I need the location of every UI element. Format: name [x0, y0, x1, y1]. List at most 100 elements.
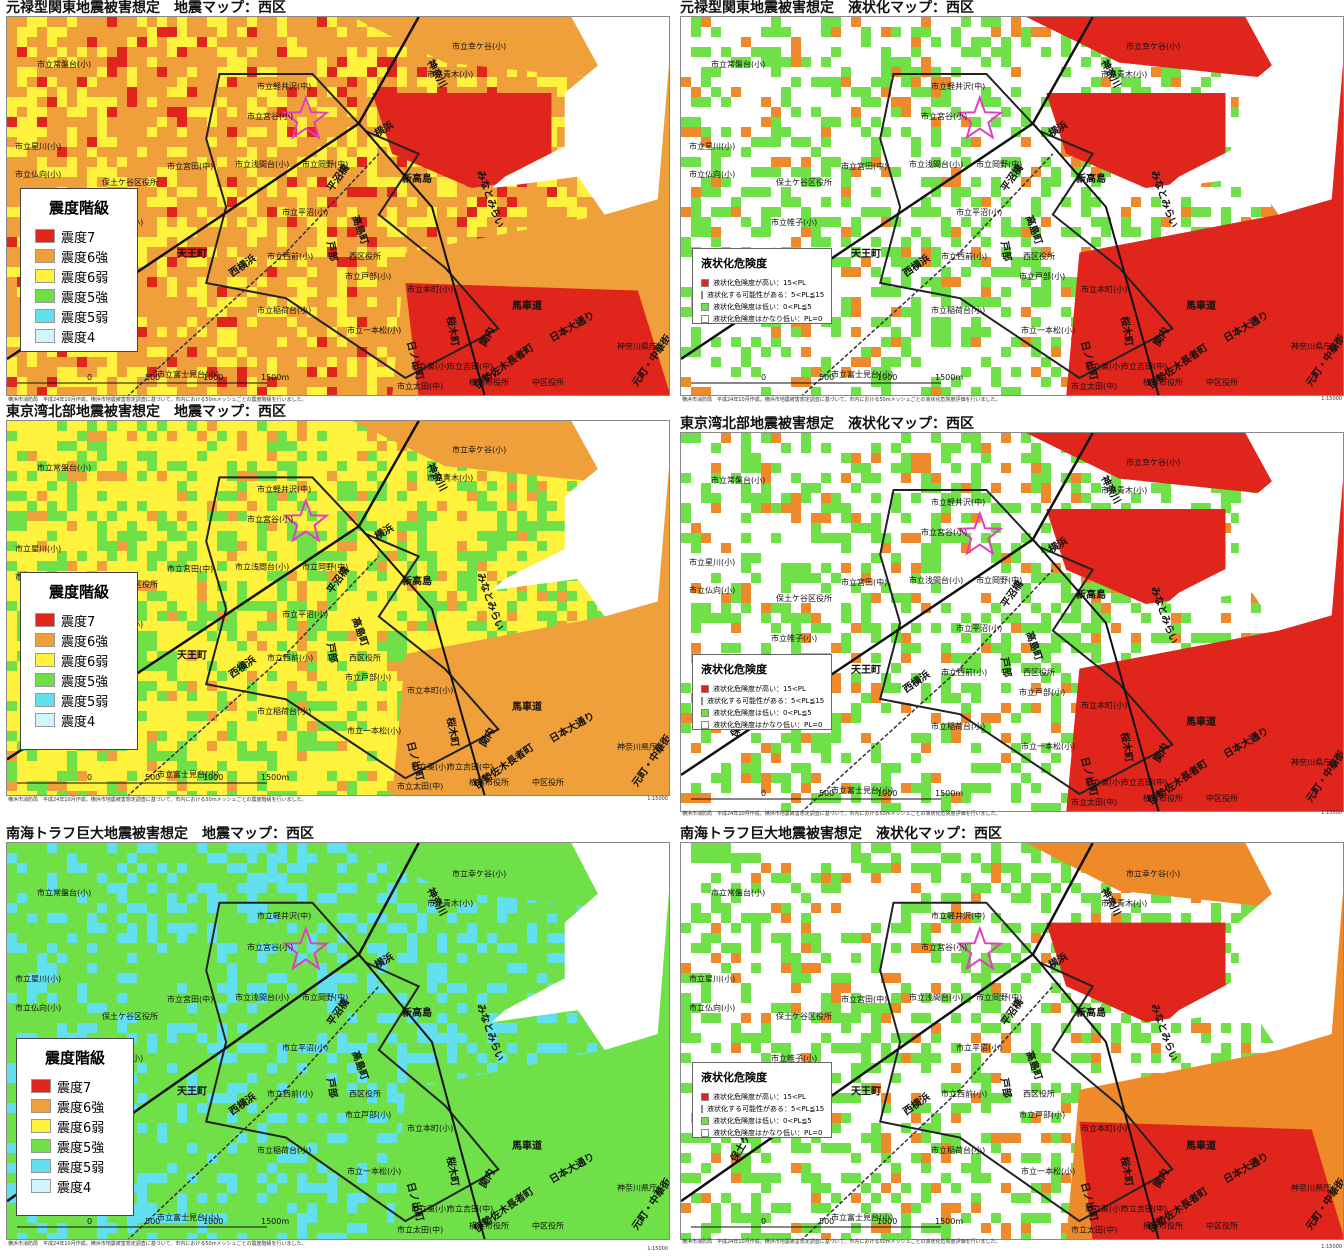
- mesh-cell: [327, 17, 337, 27]
- mesh-cell: [931, 187, 941, 197]
- mesh-cell: [417, 913, 427, 923]
- place-label: 市立幸ケ谷(小): [452, 445, 506, 455]
- mesh-cell: [921, 603, 931, 613]
- mesh-cell: [127, 521, 137, 531]
- mesh-cell: [167, 431, 177, 441]
- mesh-cell: [447, 913, 457, 923]
- mesh-cell: [157, 943, 167, 953]
- mesh-cell: [711, 27, 721, 37]
- mesh-cell: [167, 47, 177, 57]
- station-label: 馬車道: [512, 700, 542, 713]
- mesh-cell: [891, 167, 901, 177]
- mesh-cell: [167, 107, 177, 117]
- mesh-cell: [891, 287, 901, 297]
- mesh-cell: [247, 227, 257, 237]
- mesh-cell: [317, 571, 327, 581]
- mesh-cell: [287, 701, 297, 711]
- mesh-cell: [537, 1013, 547, 1023]
- mesh-cell: [811, 743, 821, 753]
- mesh-cell: [117, 377, 127, 387]
- mesh-cell: [991, 27, 1001, 37]
- place-label: 市立太田(中): [397, 381, 443, 391]
- mesh-cell: [921, 27, 931, 37]
- mesh-cell: [1151, 217, 1161, 227]
- mesh-cell: [487, 501, 497, 511]
- mesh-cell: [477, 1053, 487, 1063]
- mesh-cell: [841, 503, 851, 513]
- mesh-cell: [1051, 633, 1061, 643]
- mesh-cell: [721, 97, 731, 107]
- mesh-cell: [971, 653, 981, 663]
- mesh-cell: [247, 97, 257, 107]
- mesh-cell: [247, 127, 257, 137]
- mesh-cell: [247, 601, 257, 611]
- mesh-cell: [7, 491, 17, 501]
- mesh-cell: [771, 157, 781, 167]
- mesh-cell: [287, 137, 297, 147]
- mesh-cell: [187, 257, 197, 267]
- mesh-cell: [377, 791, 387, 795]
- star-marker: [282, 94, 330, 140]
- mesh-cell: [537, 611, 547, 621]
- mesh-cell: [47, 501, 57, 511]
- mesh-cell: [781, 347, 791, 357]
- mesh-cell: [7, 1143, 17, 1153]
- mesh-cell: [97, 97, 107, 107]
- mesh-cell: [557, 187, 567, 197]
- mesh-cell: [217, 943, 227, 953]
- mesh-cell: [147, 681, 157, 691]
- mesh-cell: [257, 993, 267, 1003]
- mesh-cell: [861, 357, 871, 367]
- mesh-cell: [107, 843, 117, 853]
- mesh-cell: [931, 37, 941, 47]
- mesh-cell: [387, 247, 397, 257]
- place-label: 市立稲荷台(小): [931, 721, 985, 731]
- mesh-cell: [1261, 207, 1271, 217]
- mesh-cell: [147, 581, 157, 591]
- mesh-cell: [327, 67, 337, 77]
- mesh-cell: [1011, 267, 1021, 277]
- mesh-cell: [427, 601, 437, 611]
- mesh-cell: [791, 327, 801, 337]
- mesh-cell: [237, 903, 247, 913]
- mesh-cell: [497, 903, 507, 913]
- scale-label: 1000: [203, 373, 223, 382]
- mesh-cell: [761, 187, 771, 197]
- mesh-cell: [911, 27, 921, 37]
- mesh-cell: [681, 117, 691, 127]
- place-label: 市立戸部(小): [345, 672, 391, 682]
- mesh-cell: [237, 741, 247, 751]
- mesh-cell: [157, 237, 167, 247]
- mesh-cell: [37, 461, 47, 471]
- mesh-cell: [457, 983, 467, 993]
- mesh-cell: [1001, 733, 1011, 743]
- place-label: 西区役所: [349, 652, 381, 662]
- mesh-cell: [1021, 137, 1031, 147]
- mesh-cell: [217, 67, 227, 77]
- mesh-cell: [791, 793, 801, 803]
- mesh-cell: [347, 1223, 357, 1233]
- mesh-cell: [37, 791, 47, 795]
- mesh-cell: [157, 863, 167, 873]
- mesh-cell: [931, 77, 941, 87]
- mesh-cell: [227, 551, 237, 561]
- place-label: 市立横浜総合(高): [602, 394, 664, 396]
- mesh-cell: [487, 541, 497, 551]
- mesh-cell: [487, 1013, 497, 1023]
- mesh-cell: [961, 367, 971, 377]
- mesh-cell: [257, 1153, 267, 1163]
- mesh-cell: [437, 973, 447, 983]
- mesh-cell: [217, 1193, 227, 1203]
- mesh-cell: [7, 207, 17, 217]
- mesh-cell: [741, 483, 751, 493]
- mesh-cell: [407, 451, 417, 461]
- mesh-cell: [137, 17, 147, 27]
- mesh-cell: [1001, 217, 1011, 227]
- mesh-cell: [397, 993, 407, 1003]
- mesh-cell: [931, 513, 941, 523]
- mesh-cell: [407, 621, 417, 631]
- legend-swatch: [701, 721, 709, 729]
- mesh-cell: [507, 1053, 517, 1063]
- mesh-cell: [1011, 653, 1021, 663]
- mesh-cell: [217, 691, 227, 701]
